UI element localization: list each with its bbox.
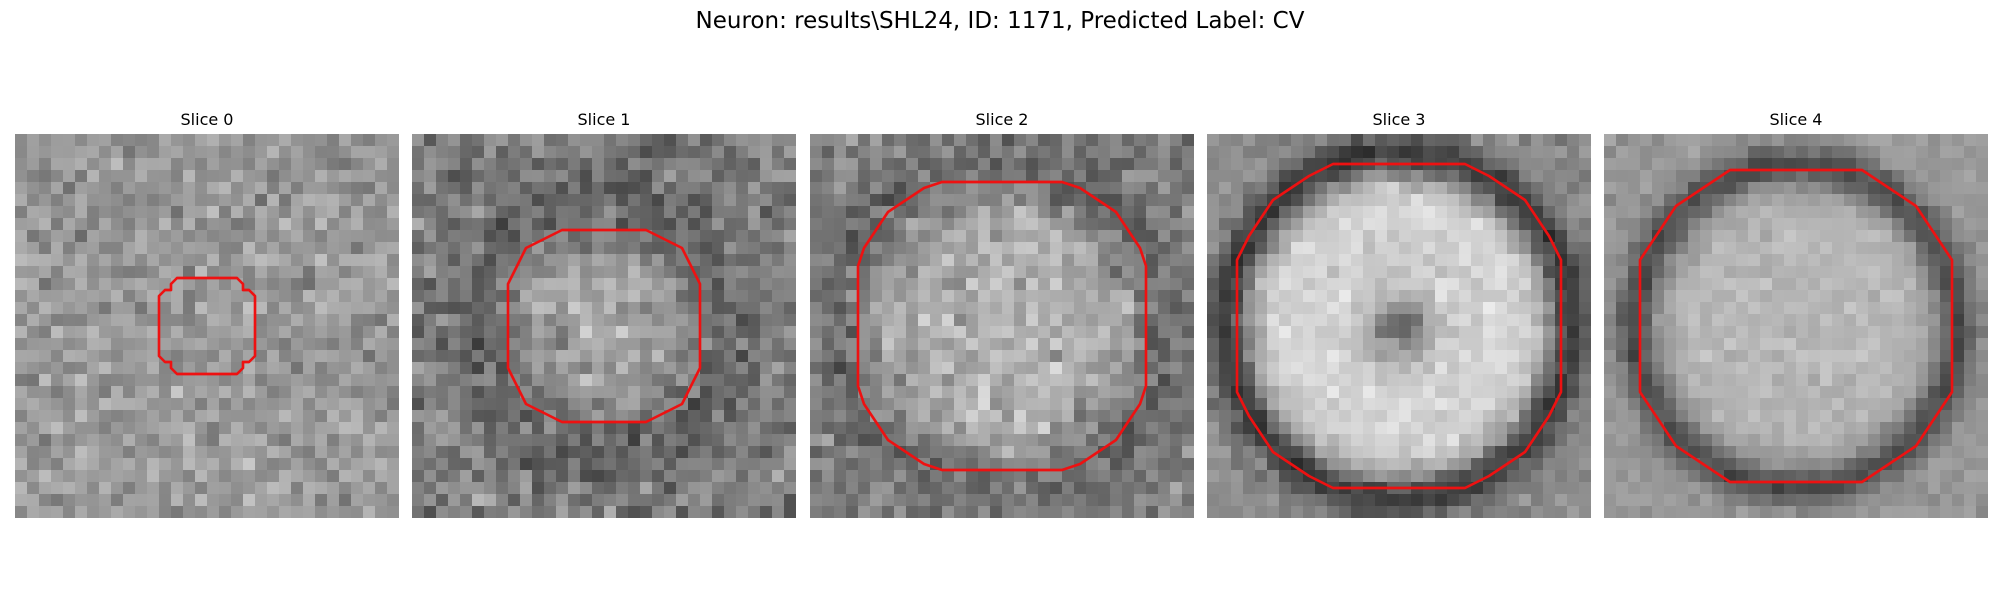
slice-image-1 [412,134,796,518]
slice-title-1: Slice 1 [412,110,796,134]
slice-image-4 [1604,134,1988,518]
slice-panel-1: Slice 1 [412,110,796,518]
slice-title-4: Slice 4 [1604,110,1988,134]
slice-title-3: Slice 3 [1207,110,1591,134]
slice-title-2: Slice 2 [810,110,1194,134]
slice-panel-2: Slice 2 [810,110,1194,518]
slice-panel-0: Slice 0 [15,110,399,518]
slice-image-0 [15,134,399,518]
slice-image-2 [810,134,1194,518]
slice-panel-4: Slice 4 [1604,110,1988,518]
slice-title-0: Slice 0 [15,110,399,134]
slice-panel-3: Slice 3 [1207,110,1591,518]
figure-title: Neuron: results\SHL24, ID: 1171, Predict… [0,8,2000,34]
slice-image-3 [1207,134,1591,518]
